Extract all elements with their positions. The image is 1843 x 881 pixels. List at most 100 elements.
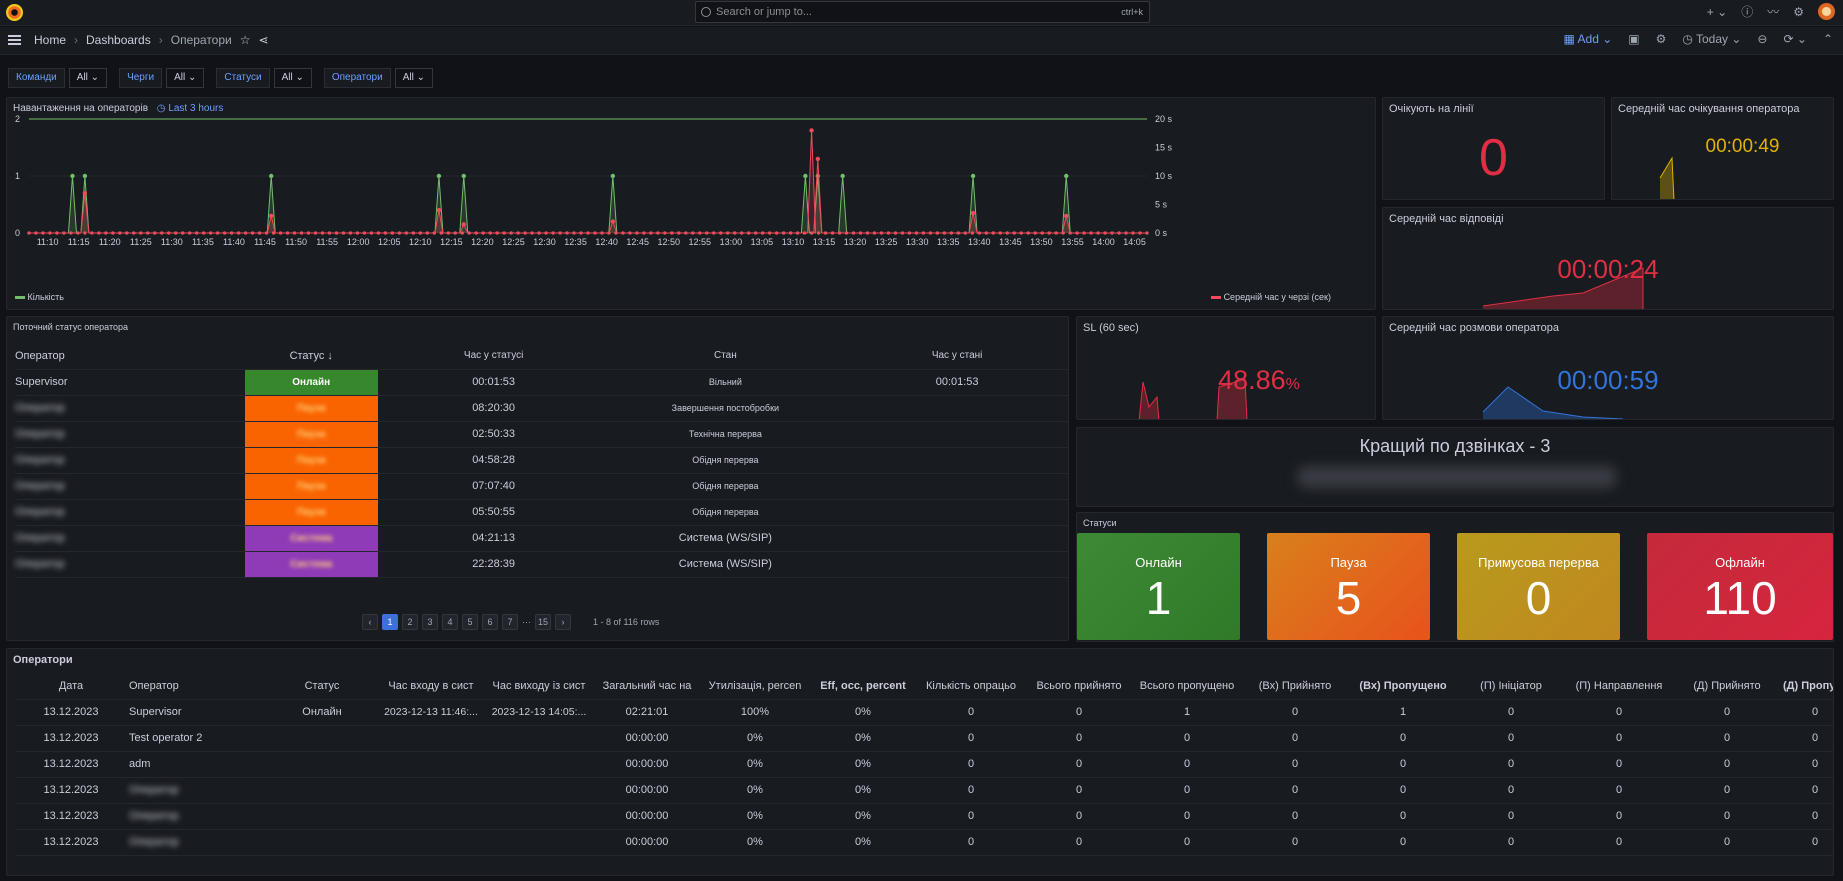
share-icon[interactable]: ⋖	[258, 33, 269, 47]
column-header[interactable]: (Д) Пропуще	[1781, 673, 1833, 700]
avatar[interactable]	[1818, 3, 1835, 20]
table-cell: 0	[1565, 777, 1673, 804]
column-header[interactable]: Дата	[15, 673, 127, 700]
variable-select[interactable]: All ⌄	[273, 68, 312, 88]
column-header[interactable]: (Вх) Пропущено	[1349, 673, 1457, 700]
column-header[interactable]: Загальний час на	[593, 673, 701, 700]
column-header[interactable]: Оператор	[127, 673, 267, 700]
column-header-state-time[interactable]: Час у стані	[841, 343, 1068, 370]
status-pause-card[interactable]: Пауза 5	[1267, 533, 1430, 640]
news-icon[interactable]: 〰	[1767, 5, 1780, 19]
pagination-ellipsis: ···	[522, 617, 531, 627]
prev-page-button[interactable]: ‹	[362, 614, 378, 630]
table-cell	[485, 777, 593, 804]
state-cell: Обідня перерва	[609, 499, 842, 526]
legend-item-wait[interactable]: Середній час у черзі (сек)	[1211, 292, 1331, 302]
data-point	[635, 231, 639, 235]
column-header[interactable]: Час входу в сист	[377, 673, 485, 700]
page-button[interactable]: 2	[402, 614, 418, 630]
page-button[interactable]: 6	[482, 614, 498, 630]
column-header-status-time[interactable]: Час у статусі	[377, 343, 610, 370]
operator-cell[interactable]: Оператор	[15, 447, 245, 474]
column-header[interactable]: Статус	[267, 673, 377, 700]
top-bar: Search or jump to... ctrl+k + ⌄ ⓘ 〰 ⚙	[0, 0, 1843, 26]
column-header-state[interactable]: Стан	[609, 343, 842, 370]
variable-select[interactable]: All ⌄	[68, 68, 108, 88]
breadcrumb-dashboards[interactable]: Dashboards	[86, 33, 151, 47]
new-menu-button[interactable]: + ⌄	[1706, 4, 1728, 19]
column-header[interactable]: Кількість опрацьо	[917, 673, 1025, 700]
operator-link[interactable]: adm	[127, 751, 267, 778]
breadcrumb-home[interactable]: Home	[34, 33, 67, 47]
page-button[interactable]: 5	[462, 614, 478, 630]
status-time-cell: 05:50:55	[377, 499, 610, 526]
column-header-operator[interactable]: Оператор	[15, 343, 245, 370]
operator-cell[interactable]: Supervisor	[15, 369, 245, 396]
help-icon[interactable]: ⓘ	[1741, 5, 1754, 19]
data-point	[803, 231, 807, 235]
pagination: ‹ 1 2 3 4 5 6 7 ··· 15 › 1 - 8 of 116 rows	[362, 614, 659, 630]
column-header[interactable]: Всього пропущено	[1133, 673, 1241, 700]
series-line	[29, 130, 1147, 234]
panel-title: Оператори	[13, 654, 73, 666]
variable-label: Статуси	[216, 68, 270, 88]
table-cell: 2023-12-13 14:05:...	[485, 699, 593, 726]
operator-link[interactable]: Оператор	[127, 829, 267, 856]
legend-item-count[interactable]: Кількість	[15, 292, 64, 302]
time-picker[interactable]: ◷ Today ⌄	[1682, 32, 1742, 46]
page-button[interactable]: 7	[502, 614, 518, 630]
column-header[interactable]: (П) Направлення	[1565, 673, 1673, 700]
column-header[interactable]: Всього прийнято	[1025, 673, 1133, 700]
operator-cell[interactable]: Оператор	[15, 473, 245, 500]
status-online-card[interactable]: Онлайн 1	[1077, 533, 1240, 640]
menu-icon[interactable]	[8, 35, 21, 45]
operator-link[interactable]: Оператор	[127, 803, 267, 830]
collapse-icon[interactable]: ⌃	[1822, 32, 1833, 46]
table-cell: 0	[1457, 777, 1565, 804]
profile-menu-icon[interactable]: ⚙	[1793, 4, 1804, 19]
operator-cell[interactable]: Оператор	[15, 499, 245, 526]
operator-link[interactable]: Supervisor	[127, 699, 267, 726]
data-point	[376, 231, 380, 235]
zoom-out-icon[interactable]: ⊖	[1757, 32, 1768, 46]
table-cell	[267, 777, 377, 804]
grafana-logo-icon[interactable]	[6, 4, 23, 21]
table-cell	[267, 751, 377, 778]
settings-icon[interactable]: ⚙	[1655, 32, 1667, 46]
page-button[interactable]: 1	[382, 614, 398, 630]
add-button[interactable]: ▦ Add ⌄	[1563, 32, 1613, 46]
variable-select[interactable]: All ⌄	[166, 68, 205, 88]
data-point	[1117, 231, 1121, 235]
x-tick-label: 11:40	[223, 237, 245, 247]
column-header[interactable]: (Вх) Прийнято	[1241, 673, 1349, 700]
operator-cell[interactable]: Оператор	[15, 525, 245, 552]
status-offline-card[interactable]: Офлайн 110	[1647, 533, 1833, 640]
refresh-icon[interactable]: ⟳ ⌄	[1783, 32, 1807, 46]
table-cell: 02:21:01	[593, 699, 701, 726]
column-header[interactable]: Eff, occ, percent	[809, 673, 917, 700]
data-point	[837, 231, 842, 235]
save-icon[interactable]: ▣	[1628, 32, 1640, 46]
variable-select[interactable]: All ⌄	[394, 68, 433, 88]
column-header[interactable]: (П) Ініціатор	[1457, 673, 1565, 700]
operator-cell[interactable]: Оператор	[15, 551, 245, 578]
page-button[interactable]: 4	[442, 614, 458, 630]
column-header[interactable]: (Д) Прийнято	[1673, 673, 1781, 700]
column-header[interactable]: Утилізація, percen	[701, 673, 809, 700]
operator-link[interactable]: Оператор	[127, 777, 267, 804]
operator-link[interactable]: Test operator 2	[127, 725, 267, 752]
column-header-status[interactable]: Статус ↓	[244, 343, 378, 370]
operator-cell[interactable]: Оператор	[15, 395, 245, 422]
data-point	[663, 231, 667, 235]
data-point	[970, 173, 976, 179]
data-point	[572, 231, 576, 235]
page-button[interactable]: 15	[535, 614, 551, 630]
search-input[interactable]: Search or jump to... ctrl+k	[695, 1, 1150, 23]
star-icon[interactable]: ☆	[239, 33, 251, 47]
next-page-button[interactable]: ›	[555, 614, 571, 630]
column-header[interactable]: Час виходу із сист	[485, 673, 593, 700]
status-forced-break-card[interactable]: Примусова перерва 0	[1457, 533, 1620, 640]
page-button[interactable]: 3	[422, 614, 438, 630]
operator-cell[interactable]: Оператор	[15, 421, 245, 448]
